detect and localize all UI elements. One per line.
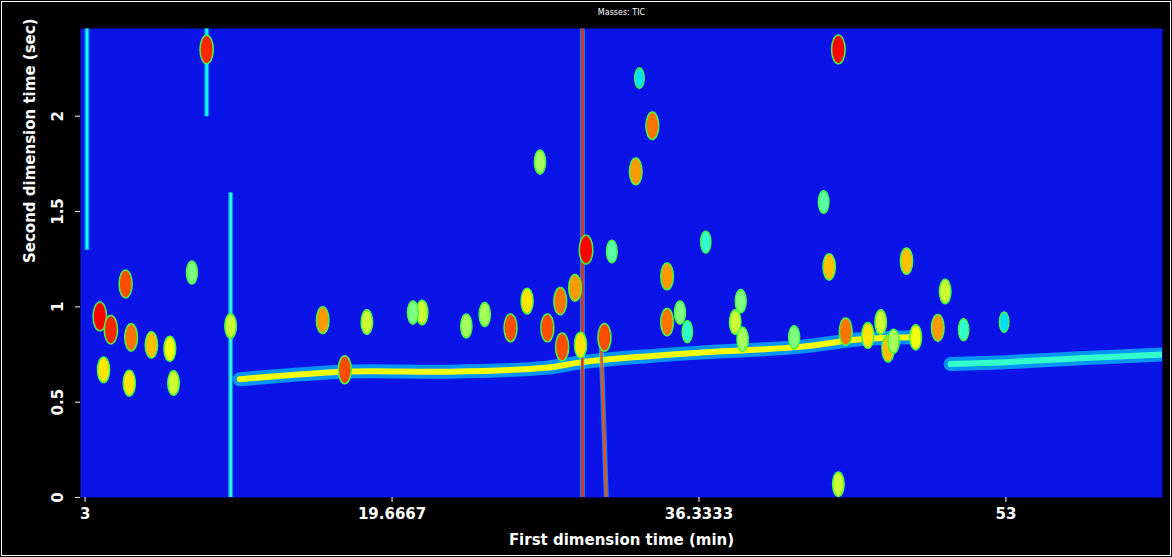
svg-text:53: 53 bbox=[996, 505, 1017, 523]
svg-text:36.3333: 36.3333 bbox=[665, 505, 733, 523]
svg-text:0: 0 bbox=[49, 492, 67, 502]
svg-text:Second dimension time (sec): Second dimension time (sec) bbox=[21, 19, 39, 264]
svg-text:First dimension time (min): First dimension time (min) bbox=[509, 531, 734, 549]
svg-text:Masses: TIC: Masses: TIC bbox=[598, 8, 646, 17]
svg-text:1: 1 bbox=[49, 302, 67, 312]
svg-text:1.5: 1.5 bbox=[49, 198, 67, 225]
svg-text:3: 3 bbox=[80, 505, 90, 523]
svg-text:19.6667: 19.6667 bbox=[358, 505, 426, 523]
svg-text:2: 2 bbox=[49, 111, 67, 121]
svg-text:0.5: 0.5 bbox=[49, 389, 67, 416]
